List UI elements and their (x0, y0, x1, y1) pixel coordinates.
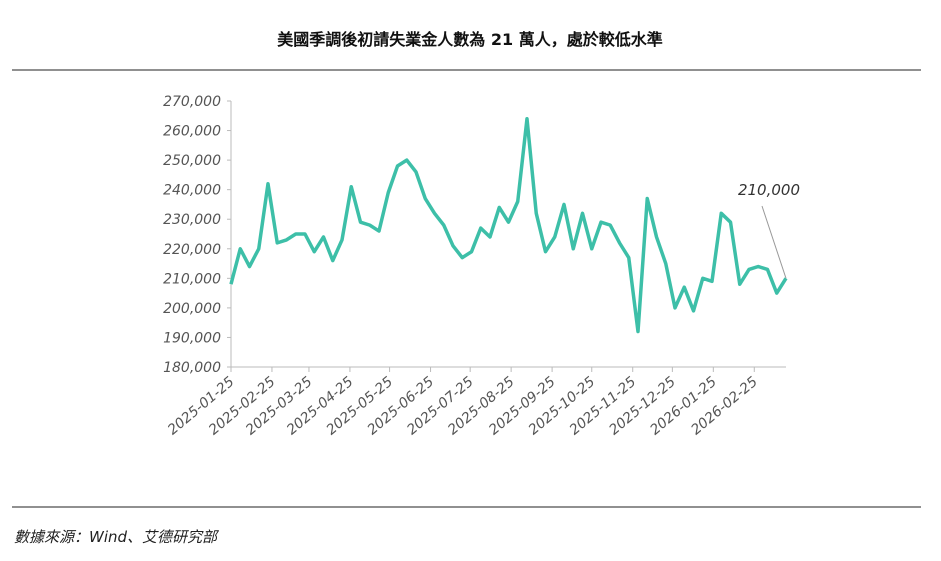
y-tick-label: 260,000 (163, 124, 221, 140)
y-tick-label: 270,000 (163, 94, 221, 110)
source: 數據來源：Wind、艾德研究部 (14, 528, 220, 546)
y-tick-label: 190,000 (163, 330, 221, 346)
y-tick-label: 250,000 (163, 153, 221, 169)
y-tick-label: 220,000 (163, 242, 221, 258)
y-tick-label: 180,000 (163, 360, 221, 376)
annotation: 210,000 (738, 181, 800, 199)
y-tick-label: 230,000 (163, 212, 221, 228)
annotation-leader (761, 205, 787, 279)
y-tick-label: 210,000 (163, 271, 221, 287)
y-tick-label: 240,000 (163, 183, 221, 199)
y-tick-label: 200,000 (163, 301, 221, 317)
chart-title: 美國季調後初請失業金人數為 21 萬人，處於較低水準 (277, 30, 662, 49)
data-line (229, 116, 788, 334)
